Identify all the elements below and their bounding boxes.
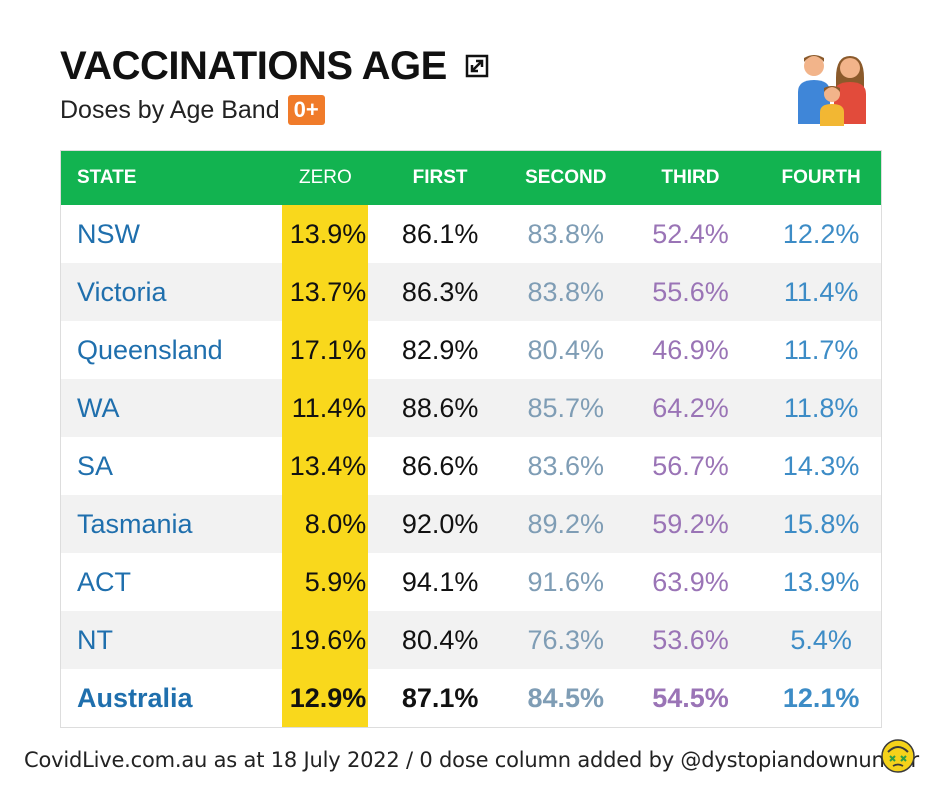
- table-row: Tasmania 8.0% 92.0% 89.2% 59.2% 15.8%: [61, 495, 881, 553]
- cell-first: 82.9%: [401, 334, 479, 365]
- cell-first: 86.1%: [401, 218, 479, 249]
- cell-state: ACT: [77, 566, 131, 597]
- cell-first: 86.6%: [401, 450, 479, 481]
- cell-second: 83.8%: [527, 276, 605, 307]
- cell-second: 85.7%: [527, 392, 605, 423]
- header: VACCINATIONS AGE Doses by Age Band 0+: [60, 42, 489, 126]
- table-row: Queensland 17.1% 82.9% 80.4% 46.9% 11.7%: [61, 321, 881, 379]
- cell-state: Tasmania: [77, 508, 193, 539]
- column-header-state[interactable]: STATE: [77, 167, 137, 188]
- expand-icon[interactable]: [465, 54, 489, 78]
- table-header: STATE ZERO FIRST SECOND THIRD FOURTH: [61, 151, 881, 205]
- cell-fourth: 14.3%: [782, 450, 860, 481]
- family-icon: [792, 48, 872, 128]
- cell-fourth: 11.8%: [783, 392, 859, 423]
- cell-fourth: 12.1%: [782, 682, 860, 713]
- cell-state: SA: [77, 450, 114, 481]
- cell-first: 94.1%: [401, 566, 479, 597]
- cell-first: 80.4%: [401, 624, 479, 655]
- table-row: SA 13.4% 86.6% 83.6% 56.7% 14.3%: [61, 437, 881, 495]
- column-header-first[interactable]: FIRST: [412, 167, 468, 188]
- cell-second: 76.3%: [527, 624, 605, 655]
- cell-zero: 19.6%: [282, 611, 369, 669]
- cell-second: 91.6%: [527, 566, 605, 597]
- cell-zero: 13.4%: [282, 437, 369, 495]
- cell-first: 88.6%: [401, 392, 479, 423]
- table-row-total: Australia 12.9% 87.1% 84.5% 54.5% 12.1%: [61, 669, 881, 727]
- cell-first: 86.3%: [401, 276, 479, 307]
- dizzy-face-emoji-icon: [880, 738, 916, 774]
- cell-fourth: 5.4%: [790, 624, 852, 655]
- cell-third: 54.5%: [652, 682, 729, 713]
- table-row: NT 19.6% 80.4% 76.3% 53.6% 5.4%: [61, 611, 881, 669]
- cell-third: 55.6%: [652, 276, 729, 307]
- vaccination-table: STATE ZERO FIRST SECOND THIRD FOURTH NSW…: [60, 150, 882, 728]
- table-row: WA 11.4% 88.6% 85.7% 64.2% 11.8%: [61, 379, 881, 437]
- cell-fourth: 15.8%: [782, 508, 860, 539]
- cell-state: WA: [77, 392, 120, 423]
- cell-second: 83.8%: [527, 218, 605, 249]
- cell-zero: 11.4%: [282, 379, 369, 437]
- cell-third: 52.4%: [652, 218, 729, 249]
- cell-second: 84.5%: [527, 682, 605, 713]
- cell-second: 89.2%: [527, 508, 605, 539]
- column-header-fourth[interactable]: FOURTH: [781, 167, 861, 188]
- cell-state: Australia: [77, 682, 193, 713]
- cell-state: NT: [77, 624, 113, 655]
- column-header-second[interactable]: SECOND: [525, 167, 607, 188]
- cell-second: 83.6%: [527, 450, 605, 481]
- column-header-third[interactable]: THIRD: [661, 167, 720, 188]
- cell-zero: 5.9%: [282, 553, 369, 611]
- page-title: VACCINATIONS AGE: [60, 44, 447, 88]
- cell-state: NSW: [77, 218, 140, 249]
- cell-first: 87.1%: [401, 682, 479, 713]
- cell-zero: 17.1%: [282, 321, 369, 379]
- table-row: ACT 5.9% 94.1% 91.6% 63.9% 13.9%: [61, 553, 881, 611]
- cell-zero: 12.9%: [282, 669, 369, 727]
- cell-zero: 8.0%: [282, 495, 369, 553]
- table-row: Victoria 13.7% 86.3% 83.8% 55.6% 11.4%: [61, 263, 881, 321]
- footer-source: CovidLive.com.au as at 18 July 2022 / 0 …: [24, 748, 919, 772]
- cell-fourth: 11.4%: [783, 276, 859, 307]
- cell-third: 53.6%: [652, 624, 729, 655]
- cell-third: 63.9%: [652, 566, 729, 597]
- cell-third: 56.7%: [652, 450, 729, 481]
- cell-first: 92.0%: [401, 508, 479, 539]
- cell-fourth: 13.9%: [782, 566, 860, 597]
- cell-state: Victoria: [77, 276, 167, 307]
- title-row: VACCINATIONS AGE: [60, 42, 489, 90]
- cell-third: 46.9%: [652, 334, 729, 365]
- age-badge: 0+: [287, 95, 325, 125]
- subtitle-row: Doses by Age Band 0+: [60, 94, 489, 126]
- column-header-zero[interactable]: ZERO: [298, 167, 352, 188]
- cell-third: 59.2%: [652, 508, 729, 539]
- cell-state: Queensland: [77, 334, 223, 365]
- cell-zero: 13.7%: [282, 263, 369, 321]
- table-row: NSW 13.9% 86.1% 83.8% 52.4% 12.2%: [61, 205, 881, 263]
- cell-fourth: 12.2%: [782, 218, 860, 249]
- cell-zero: 13.9%: [282, 205, 369, 263]
- cell-fourth: 11.7%: [783, 334, 859, 365]
- cell-third: 64.2%: [652, 392, 729, 423]
- page-subtitle: Doses by Age Band: [60, 96, 280, 124]
- cell-second: 80.4%: [527, 334, 605, 365]
